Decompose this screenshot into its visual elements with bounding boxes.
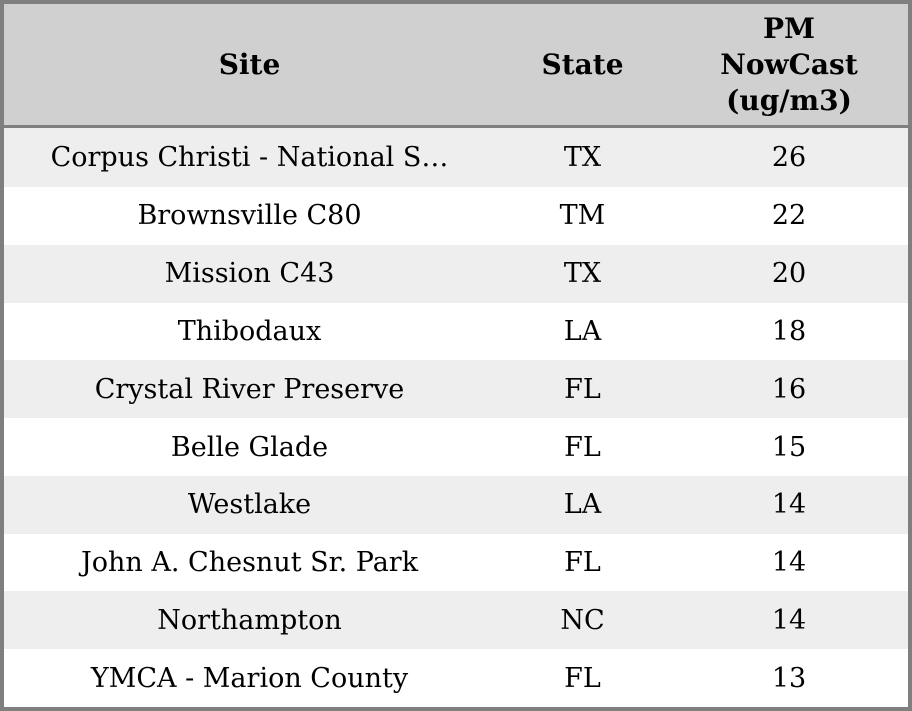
column-header-site: Site (4, 4, 495, 128)
state-cell: TM (559, 200, 606, 232)
table-row[interactable]: Belle Glade FL 15 (4, 418, 908, 476)
site-cell: Mission C43 (164, 258, 335, 290)
table-row[interactable]: Westlake LA 14 (4, 475, 908, 534)
data-table: Site State PM NowCast (ug/m3) Corpus Chr… (4, 4, 908, 707)
site-cell: Northampton (157, 604, 342, 636)
pm-nowcast-cell: 14 (771, 547, 807, 579)
pm-nowcast-cell: 14 (771, 489, 807, 521)
site-cell: John A. Chesnut Sr. Park (80, 547, 419, 579)
state-cell: NC (560, 604, 605, 636)
table-body: Corpus Christi - National S… TX 26 Brown… (4, 126, 908, 707)
pm-nowcast-cell: 16 (771, 373, 807, 405)
header-row: Site State PM NowCast (ug/m3) (4, 4, 908, 128)
column-header-state: State (495, 4, 670, 128)
pm-nowcast-cell: 26 (771, 142, 807, 174)
state-cell: FL (564, 373, 601, 405)
pm-nowcast-cell: 13 (771, 662, 807, 694)
site-cell: Westlake (187, 489, 312, 521)
column-header-pm-nowcast: PM NowCast (ug/m3) (670, 4, 908, 128)
pm-nowcast-cell: 15 (771, 431, 807, 463)
site-cell: Crystal River Preserve (94, 373, 405, 405)
state-cell: FL (564, 662, 601, 694)
column-header-pm-line-1: PM (762, 11, 816, 45)
state-cell: TX (563, 258, 602, 290)
state-cell: FL (564, 431, 601, 463)
site-cell: YMCA - Marion County (90, 662, 409, 694)
site-cell: Corpus Christi - National S… (50, 142, 449, 174)
table-row[interactable]: Northampton NC 14 (4, 591, 908, 650)
site-cell: Belle Glade (170, 431, 329, 463)
table-row[interactable]: Thibodaux LA 18 (4, 302, 908, 361)
state-cell: TX (563, 142, 602, 174)
table-row[interactable]: Brownsville C80 TM 22 (4, 187, 908, 245)
pm-nowcast-cell: 20 (771, 258, 807, 290)
site-cell: Brownsville C80 (137, 200, 362, 232)
pm-nowcast-cell: 14 (771, 604, 807, 636)
column-header-pm-line-3: (ug/m3) (726, 83, 852, 117)
table-row[interactable]: Mission C43 TX 20 (4, 244, 908, 303)
table-row[interactable]: John A. Chesnut Sr. Park FL 14 (4, 533, 908, 592)
pm-nowcast-cell: 18 (771, 315, 807, 347)
column-header-state-label: State (541, 47, 624, 81)
column-header-site-label: Site (218, 47, 281, 81)
column-header-pm-line-2: NowCast (720, 47, 858, 81)
table-row[interactable]: Corpus Christi - National S… TX 26 (4, 126, 908, 188)
table-row[interactable]: Crystal River Preserve FL 16 (4, 360, 908, 419)
state-cell: LA (563, 489, 602, 521)
site-cell: Thibodaux (177, 315, 322, 347)
state-cell: FL (564, 547, 601, 579)
pm-nowcast-cell: 22 (771, 200, 807, 232)
table-row[interactable]: YMCA - Marion County FL 13 (4, 649, 908, 707)
state-cell: LA (563, 315, 602, 347)
